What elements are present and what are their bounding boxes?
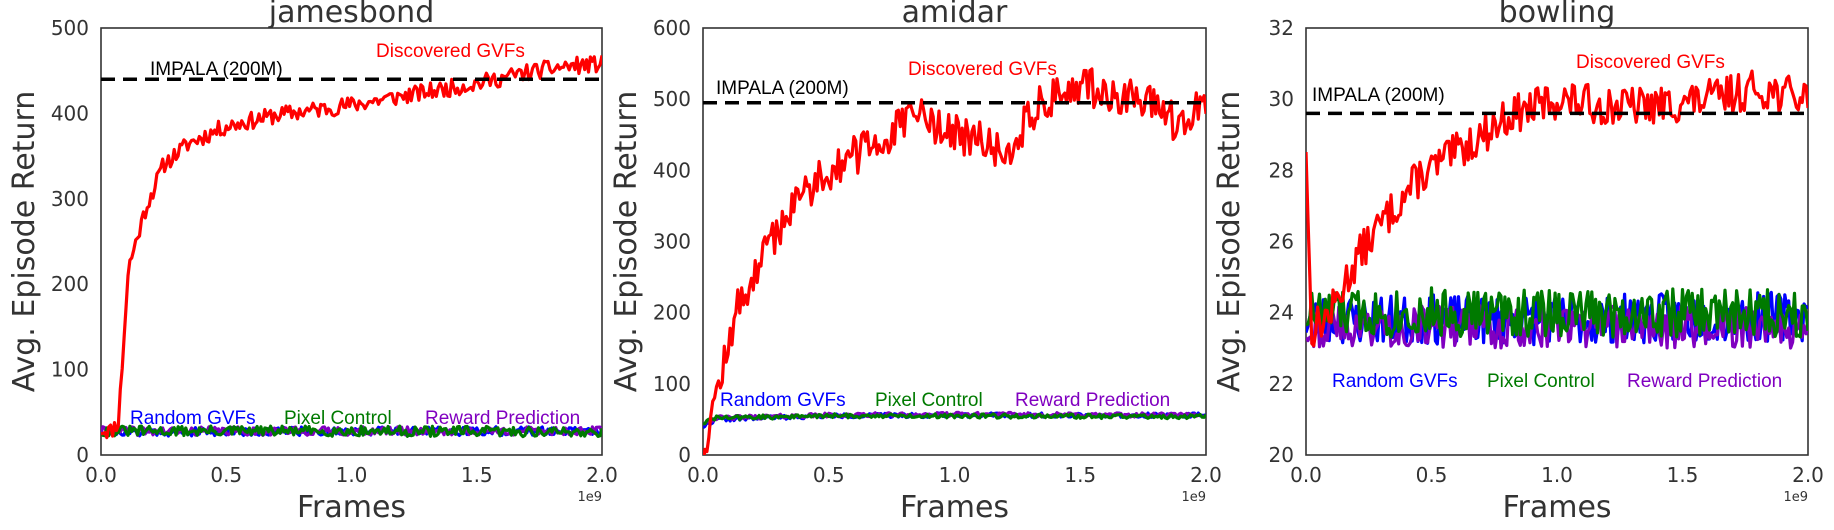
series-label: Random GVFs xyxy=(130,408,256,429)
x-tick-label: 2.0 xyxy=(1792,463,1824,487)
series-line-discovered-gvfs xyxy=(1306,69,1808,348)
series-label: Reward Prediction xyxy=(1627,371,1782,392)
x-tick-label: 0.0 xyxy=(85,463,117,487)
x-tick-label: 1.5 xyxy=(1667,463,1699,487)
panel-title: amidar xyxy=(902,0,1008,30)
y-axis-label: Avg. Episode Return xyxy=(609,91,644,393)
panel-jamesbond: jamesbond 0.0 0.5 1.0 1.5 2.0 0 100 200 300 400 500… xyxy=(7,0,618,525)
series-label: Discovered GVFs xyxy=(908,59,1057,80)
y-tick-label: 200 xyxy=(51,272,89,296)
x-tick-label: 1.5 xyxy=(461,463,493,487)
baseline-label: IMPALA (200M) xyxy=(150,59,283,80)
panel-amidar: amidar 0.0 0.5 1.0 1.5 2.0 0 100 200 300 400 500 600… xyxy=(609,0,1222,525)
y-tick-label: 20 xyxy=(1269,443,1294,467)
y-tick-label: 300 xyxy=(653,230,691,254)
y-tick-label: 24 xyxy=(1269,301,1294,325)
x-scale-label: 1e9 xyxy=(1181,490,1206,505)
y-tick-label: 30 xyxy=(1269,87,1294,111)
x-tick-label: 0.0 xyxy=(687,463,719,487)
y-tick-label: 600 xyxy=(653,16,691,40)
series-line-pixel-control xyxy=(101,424,602,439)
x-scale-label: 1e9 xyxy=(1783,490,1808,505)
x-axis-label: Frames xyxy=(1502,490,1611,525)
series-label: Reward Prediction xyxy=(425,408,580,429)
y-tick-label: 400 xyxy=(51,101,89,125)
y-tick-label: 26 xyxy=(1269,230,1294,254)
x-tick-label: 0.5 xyxy=(813,463,845,487)
x-tick-label: 0.0 xyxy=(1290,463,1322,487)
panel-title: bowling xyxy=(1499,0,1616,30)
series-line-pixel-control xyxy=(703,412,1206,426)
x-tick-label: 1.0 xyxy=(1541,463,1573,487)
x-tick-label: 0.5 xyxy=(210,463,242,487)
series-label: Pixel Control xyxy=(1487,371,1595,392)
x-axis-label: Frames xyxy=(297,490,406,525)
y-tick-label: 300 xyxy=(51,187,89,211)
y-tick-label: 200 xyxy=(653,301,691,325)
x-tick-label: 2.0 xyxy=(586,463,618,487)
panel-title: jamesbond xyxy=(268,0,434,30)
panel-bowling: bowling 0.0 0.5 1.0 1.5 2.0 20 22 24 26 28 30 32 Fram… xyxy=(1212,0,1824,525)
y-tick-label: 0 xyxy=(678,443,691,467)
x-tick-label: 1.5 xyxy=(1064,463,1096,487)
x-tick-label: 2.0 xyxy=(1190,463,1222,487)
plot-area xyxy=(100,27,603,456)
y-axis-label: Avg. Episode Return xyxy=(7,91,42,393)
y-tick-label: 100 xyxy=(653,372,691,396)
y-tick-label: 0 xyxy=(76,443,89,467)
x-tick-label: 0.5 xyxy=(1416,463,1448,487)
y-tick-label: 500 xyxy=(51,16,89,40)
baseline-label: IMPALA (200M) xyxy=(716,78,849,99)
y-tick-label: 32 xyxy=(1269,16,1294,40)
baseline-label: IMPALA (200M) xyxy=(1312,85,1445,106)
series-label: Discovered GVFs xyxy=(1576,52,1725,73)
series-label: Random GVFs xyxy=(720,390,846,411)
y-tick-label: 28 xyxy=(1269,158,1294,182)
series-label: Reward Prediction xyxy=(1015,390,1170,411)
y-tick-label: 400 xyxy=(653,158,691,182)
y-tick-label: 500 xyxy=(653,87,691,111)
x-tick-label: 1.0 xyxy=(336,463,368,487)
series-label: Random GVFs xyxy=(1332,371,1458,392)
y-axis-label: Avg. Episode Return xyxy=(1212,91,1247,393)
series-label: Pixel Control xyxy=(875,390,983,411)
series-line-pixel-control xyxy=(1306,286,1808,339)
series-line-discovered-gvfs xyxy=(101,55,602,440)
y-tick-label: 100 xyxy=(51,358,89,382)
series-label: Pixel Control xyxy=(284,408,392,429)
x-tick-label: 1.0 xyxy=(939,463,971,487)
y-tick-label: 22 xyxy=(1269,372,1294,396)
x-axis-label: Frames xyxy=(900,490,1009,525)
x-scale-label: 1e9 xyxy=(577,490,602,505)
series-label: Discovered GVFs xyxy=(376,41,525,62)
